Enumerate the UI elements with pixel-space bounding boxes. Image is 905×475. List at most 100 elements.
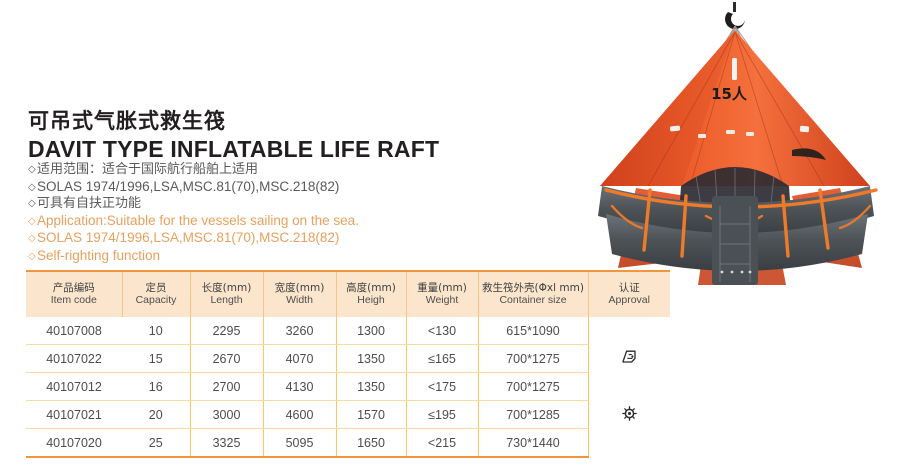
bullet-icon: ◇ <box>28 250 36 262</box>
col-header-en: Container size <box>499 293 567 306</box>
cell-item-code: 40107022 <box>26 344 122 373</box>
col-header-cn: 重量(mm) <box>417 281 467 294</box>
col-header-cn: 宽度(mm) <box>274 281 325 294</box>
cell-container-size: 615*1090 <box>478 317 589 345</box>
col-header-cn: 产品编码 <box>52 281 95 294</box>
reflective-tape-top <box>732 58 737 80</box>
cell-approval <box>587 372 670 401</box>
cell-item-code: 40107012 <box>26 372 122 401</box>
ladder-rivets <box>720 270 752 274</box>
cell-weight: ≤195 <box>406 400 479 429</box>
specification-table-wrap: 产品编码 Item code 定员 Capacity 长度(mm) Length… <box>26 270 670 458</box>
bullet-icon: ◇ <box>28 233 36 245</box>
boarding-ladder <box>719 206 751 282</box>
spec-text: SOLAS 1974/1996,LSA,MSC.81(70),MSC.218(8… <box>37 178 340 194</box>
cell-width: 4070 <box>263 344 337 373</box>
cell-height: 1300 <box>336 317 407 345</box>
cell-container-size: 700*1275 <box>478 372 589 401</box>
cell-capacity: 15 <box>122 344 191 373</box>
spec-text: Application:Suitable for the vessels sai… <box>37 212 359 228</box>
reflective-tape-inner-mid <box>726 130 735 134</box>
specification-table: 产品编码 Item code 定员 Capacity 长度(mm) Length… <box>26 270 670 458</box>
cell-item-code: 40107008 <box>26 317 122 345</box>
product-heading-block: 可吊式气胀式救生筏 DAVIT TYPE INFLATABLE LIFE RAF… <box>28 108 548 163</box>
col-header-en: Length <box>210 293 243 306</box>
cell-weight: <175 <box>406 372 479 401</box>
col-header-cn: 定员 <box>145 281 167 294</box>
cell-length: 2295 <box>190 317 264 345</box>
cell-width: 4130 <box>263 372 337 401</box>
cell-weight: ≤165 <box>406 344 479 373</box>
bullet-icon: ◇ <box>28 215 36 227</box>
col-header-cn: 救生筏外壳(Φxl mm) <box>482 281 584 294</box>
cell-length: 2670 <box>190 344 264 373</box>
specification-list: ◇适用范围：适合于国际航行船舶上适用 ◇SOLAS 1974/1996,LSA,… <box>28 162 558 266</box>
col-header-length: 长度(mm) Length <box>190 270 264 317</box>
cell-capacity: 20 <box>122 400 191 429</box>
cell-capacity: 10 <box>122 317 191 345</box>
wheelmark-icon <box>621 405 637 421</box>
bullet-icon: ◇ <box>28 198 36 210</box>
col-header-cn: 高度(mm) <box>346 281 396 294</box>
col-header-approval: 认证 Approval <box>588 270 670 317</box>
cell-length: 3325 <box>190 428 264 458</box>
cell-length: 2700 <box>190 372 264 401</box>
cell-approval <box>587 428 670 457</box>
cell-container-size: 700*1275 <box>478 344 589 373</box>
spec-line-solas-en: ◇SOLAS 1974/1996,LSA,MSC.81(70),MSC.218(… <box>28 230 558 248</box>
spec-text: SOLAS 1974/1996,LSA,MSC.81(70),MSC.218(8… <box>37 230 340 246</box>
reflective-tape-left <box>669 125 681 132</box>
canopy-seams <box>647 31 825 187</box>
ccs-mark-icon <box>620 349 638 365</box>
bullet-icon: ◇ <box>28 164 36 175</box>
table-body: 40107008 10 2295 3260 1300 <130 615*1090… <box>26 317 670 458</box>
bullet-icon: ◇ <box>28 181 36 193</box>
col-header-en: Capacity <box>135 293 177 306</box>
painter-line <box>792 148 826 160</box>
cell-capacity: 25 <box>122 428 191 458</box>
cell-approval <box>587 400 670 429</box>
table-row: 40107008 10 2295 3260 1300 <130 615*1090 <box>26 317 670 345</box>
spec-text: 可具有自扶正功能 <box>37 196 142 212</box>
col-header-weight: 重量(mm) Weight <box>406 270 479 317</box>
spec-text: Self-righting function <box>37 247 161 263</box>
table-row: 40107012 16 2700 4130 1350 <175 700*1275 <box>26 372 670 401</box>
col-header-cn: 长度(mm) <box>201 281 252 294</box>
spec-line-solas-cn: ◇SOLAS 1974/1996,LSA,MSC.81(70),MSC.218(… <box>28 179 558 197</box>
col-header-en: Width <box>286 293 313 306</box>
cell-container-size: 700*1285 <box>478 400 589 429</box>
cell-height: 1350 <box>336 344 407 373</box>
cell-width: 3260 <box>263 317 337 345</box>
cell-container-size: 730*1440 <box>478 428 589 458</box>
col-header-cn: 认证 <box>618 281 640 294</box>
cell-approval <box>587 317 670 345</box>
product-title-en: DAVIT TYPE INFLATABLE LIFE RAFT <box>28 136 440 162</box>
capacity-marking: 15人 <box>711 85 748 103</box>
col-header-en: Approval <box>608 293 650 306</box>
lifting-hook-icon <box>725 2 746 30</box>
spec-line-application-en: ◇Application:Suitable for the vessels sa… <box>28 213 558 231</box>
cell-width: 4600 <box>263 400 337 429</box>
col-header-en: Item code <box>50 293 97 306</box>
cell-item-code: 40107021 <box>26 400 122 429</box>
col-header-width: 宽度(mm) Width <box>263 270 337 317</box>
col-header-en: Weight <box>425 293 459 306</box>
canopy-panel-left <box>600 30 735 186</box>
reflective-tape-inner-right <box>746 132 754 136</box>
spec-line-selfrighting-en: ◇Self-righting function <box>28 248 558 266</box>
col-header-capacity: 定员 Capacity <box>122 270 191 317</box>
spec-text: 适用范围：适合于国际航行船舶上适用 <box>37 162 259 177</box>
table-header-row: 产品编码 Item code 定员 Capacity 长度(mm) Length… <box>26 270 670 317</box>
table-row: 40107020 25 3325 5095 1650 <215 730*1440 <box>26 428 670 458</box>
cell-height: 1570 <box>336 400 407 429</box>
table-row: 40107022 15 2670 4070 1350 ≤165 700*1275 <box>26 344 670 373</box>
cell-height: 1350 <box>336 372 407 401</box>
cell-capacity: 16 <box>122 372 191 401</box>
col-header-item-code: 产品编码 Item code <box>26 270 123 317</box>
product-photo: 15人 <box>578 0 905 285</box>
cell-height: 1650 <box>336 428 407 458</box>
spec-line-scope-cn: ◇适用范围：适合于国际航行船舶上适用 <box>28 162 558 179</box>
col-header-container-size: 救生筏外壳(Φxl mm) Container size <box>478 270 589 317</box>
reflective-tape-right <box>799 125 810 133</box>
cell-weight: <215 <box>406 428 479 458</box>
